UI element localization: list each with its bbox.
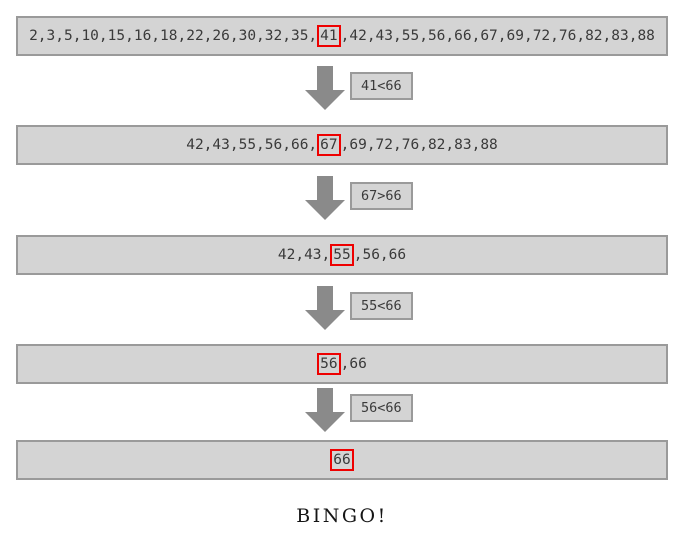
step-3: 55<66 xyxy=(0,286,684,330)
step-4: 56<66 xyxy=(0,388,684,432)
array-row-4: 56,66 xyxy=(16,344,668,384)
array-row-5-text: 66 xyxy=(330,448,354,472)
step-2-condition: 67>66 xyxy=(350,182,413,210)
down-arrow-icon xyxy=(305,176,345,220)
step-3-condition: 55<66 xyxy=(350,292,413,320)
array-row-1-highlight: 41 xyxy=(317,24,341,48)
array-row-1: 2,3,5,10,15,16,18,22,26,30,32,35, 41,42,4… xyxy=(16,16,668,56)
down-arrow-icon xyxy=(305,66,345,110)
step-2: 67>66 xyxy=(0,176,684,220)
array-row-4-text: 56,66 xyxy=(317,352,367,376)
array-row-4-highlight: 56 xyxy=(317,352,341,376)
bingo-caption: BINGO! xyxy=(296,505,388,527)
down-arrow-icon xyxy=(305,286,345,330)
array-row-1-text: 2,3,5,10,15,16,18,22,26,30,32,35, 41,42,4… xyxy=(29,24,655,48)
array-row-3-before: 42,43, xyxy=(277,246,331,263)
down-arrow-icon xyxy=(305,388,345,432)
array-row-2-highlight: 67 xyxy=(317,133,341,157)
array-row-4-after: ,66 xyxy=(340,355,367,372)
array-row-5: 66 xyxy=(16,440,668,480)
array-row-2-after: ,69,72,76,82,83,88 xyxy=(340,136,498,153)
array-row-1-after: ,42,43,55,56,66,67,69,72,76,82,83,88 xyxy=(340,27,655,44)
array-row-2-before: 42,43,55,56,66, xyxy=(186,136,318,153)
step-4-condition: 56<66 xyxy=(350,394,413,422)
array-row-3: 42,43, 55,56,66 xyxy=(16,235,668,275)
array-row-3-after: ,56,66 xyxy=(353,246,407,263)
array-row-3-highlight: 55 xyxy=(330,243,354,267)
array-row-1-before: 2,3,5,10,15,16,18,22,26,30,32,35, xyxy=(29,27,318,44)
step-1: 41<66 xyxy=(0,66,684,110)
array-row-3-text: 42,43, 55,56,66 xyxy=(277,243,407,267)
array-row-2-text: 42,43,55,56,66, 67,69,72,76,82,83,88 xyxy=(186,133,498,157)
step-1-condition: 41<66 xyxy=(350,72,413,100)
array-row-2: 42,43,55,56,66, 67,69,72,76,82,83,88 xyxy=(16,125,668,165)
array-row-5-highlight: 66 xyxy=(330,448,354,472)
